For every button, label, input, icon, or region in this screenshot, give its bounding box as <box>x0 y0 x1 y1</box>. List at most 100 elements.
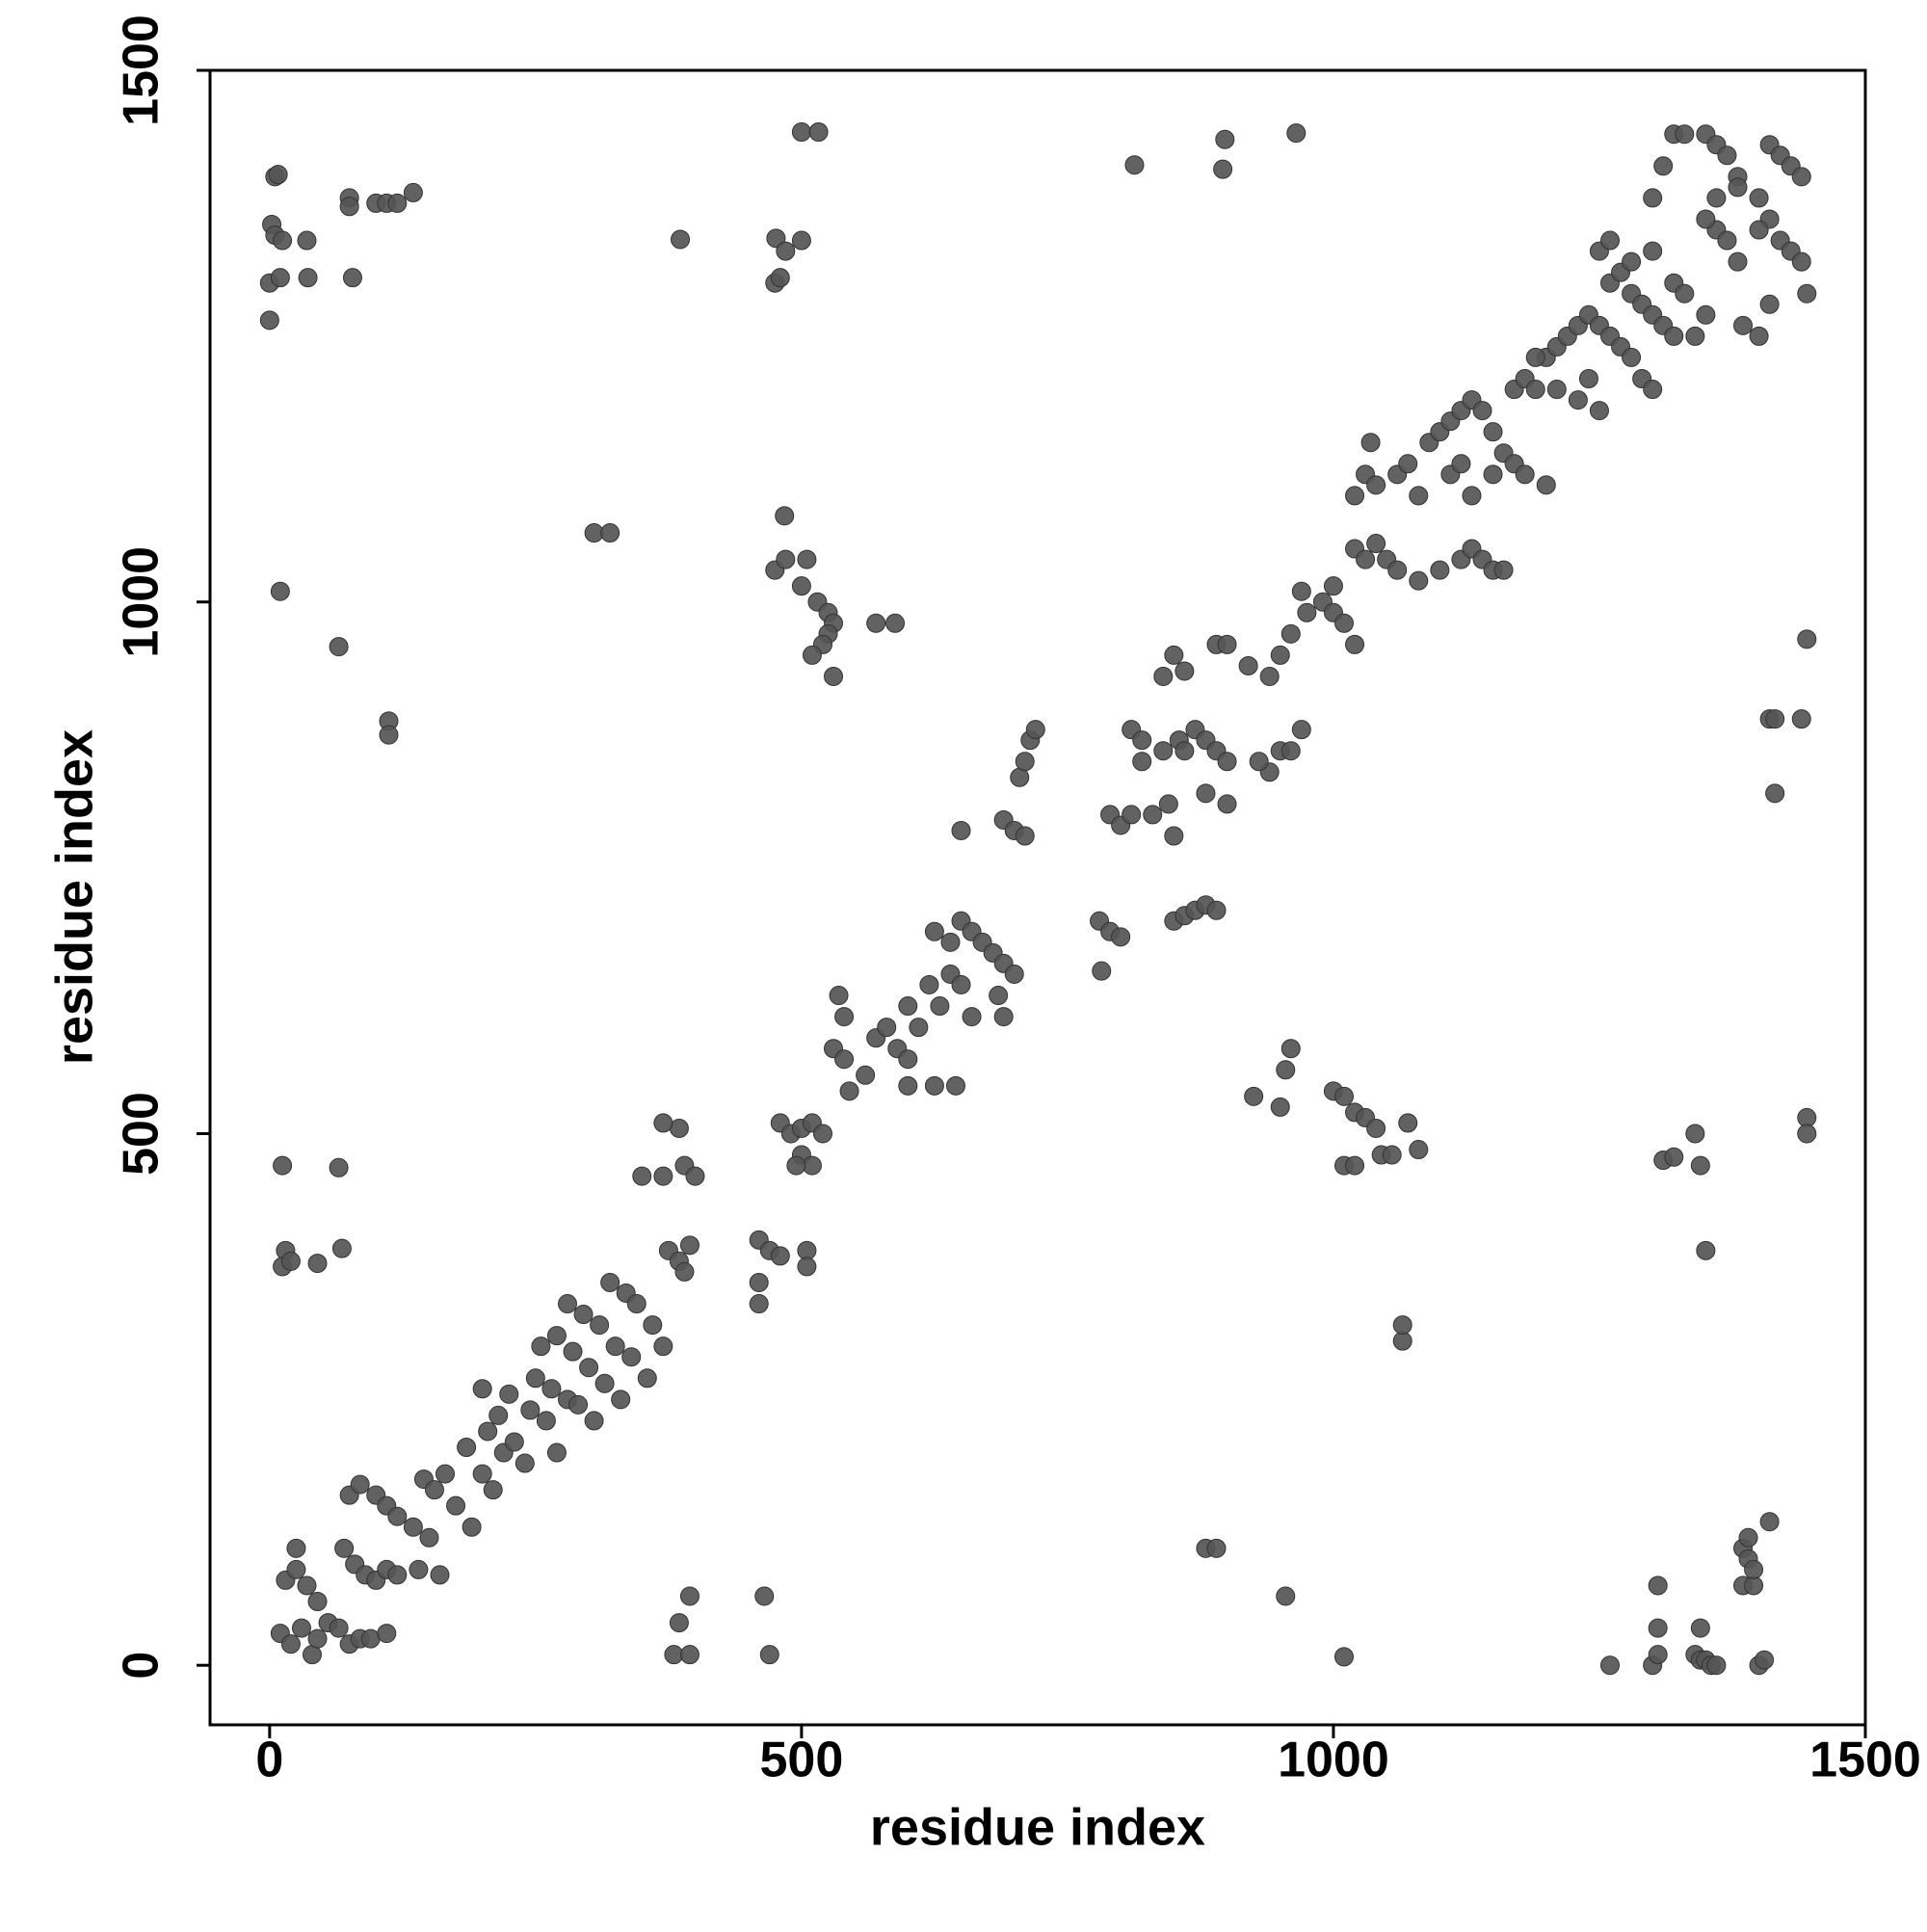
y-tick-label: 1000 <box>114 546 170 658</box>
point <box>605 1337 625 1357</box>
point <box>829 986 849 1006</box>
point <box>611 1389 631 1410</box>
plot-marks <box>259 122 1817 1676</box>
point <box>525 1368 545 1389</box>
point <box>1696 304 1716 325</box>
point <box>329 1618 349 1638</box>
point <box>1366 534 1386 554</box>
point <box>791 122 811 143</box>
point <box>1333 1647 1354 1667</box>
point <box>1111 927 1131 947</box>
point <box>1276 1060 1296 1080</box>
point <box>674 1261 695 1282</box>
point <box>1409 486 1429 506</box>
point <box>632 1166 652 1186</box>
point <box>1387 560 1408 580</box>
point <box>679 1235 700 1256</box>
point <box>1643 241 1663 261</box>
point <box>1664 326 1684 346</box>
point <box>653 1113 673 1133</box>
point <box>1270 1097 1290 1117</box>
point <box>770 268 790 288</box>
point <box>1276 1586 1296 1606</box>
point <box>504 1432 524 1452</box>
point <box>1217 634 1237 654</box>
point <box>499 1384 519 1404</box>
point <box>520 1400 541 1420</box>
point <box>342 268 362 288</box>
point <box>1451 454 1471 474</box>
point <box>1409 570 1429 591</box>
point <box>1717 146 1737 166</box>
point <box>898 1049 918 1070</box>
point <box>1206 1538 1227 1558</box>
point <box>1706 1655 1727 1676</box>
point <box>637 1368 657 1389</box>
point <box>679 1586 700 1606</box>
point <box>1733 315 1754 335</box>
point <box>1164 826 1184 846</box>
point <box>273 230 293 251</box>
point <box>1280 741 1301 761</box>
point <box>1196 783 1216 804</box>
point <box>1765 783 1785 804</box>
point <box>307 1591 328 1611</box>
point <box>1664 1147 1684 1167</box>
point <box>898 996 918 1017</box>
point <box>280 1251 301 1271</box>
point <box>1015 752 1035 772</box>
point <box>387 1565 408 1585</box>
point <box>297 230 317 251</box>
point <box>1291 581 1311 601</box>
point <box>1622 251 1642 272</box>
point <box>754 1586 775 1606</box>
point <box>1392 1315 1412 1336</box>
point <box>1333 613 1354 633</box>
point <box>579 1358 599 1378</box>
point <box>1755 1650 1775 1670</box>
point <box>1797 1124 1817 1144</box>
point <box>749 1272 769 1292</box>
point <box>1345 634 1365 654</box>
point <box>1132 730 1152 751</box>
point <box>1259 666 1280 686</box>
y-axis-title: residue index <box>45 729 103 1065</box>
point <box>1759 294 1780 314</box>
point <box>334 1538 355 1558</box>
point <box>653 1166 673 1186</box>
y-tick-label: 500 <box>114 1092 170 1176</box>
point <box>885 613 906 633</box>
point <box>802 645 822 665</box>
point <box>573 1305 594 1325</box>
point <box>1643 188 1663 208</box>
point <box>776 241 796 261</box>
point <box>488 1405 509 1425</box>
point <box>590 1315 610 1336</box>
point <box>557 1294 577 1314</box>
point <box>812 1124 832 1144</box>
point <box>268 165 288 185</box>
point <box>749 1294 769 1314</box>
point <box>1797 283 1817 304</box>
point <box>1158 794 1178 814</box>
point <box>791 576 811 596</box>
point <box>1483 422 1503 442</box>
point <box>1206 900 1227 920</box>
point <box>770 1246 790 1266</box>
point <box>270 581 290 601</box>
point <box>1791 251 1811 272</box>
point <box>786 1155 806 1176</box>
point <box>866 613 886 633</box>
point <box>1685 1124 1705 1144</box>
point <box>457 1437 477 1457</box>
point <box>1515 464 1535 485</box>
point <box>1690 1618 1710 1638</box>
point <box>546 1442 567 1463</box>
point <box>1643 380 1663 400</box>
point <box>1124 155 1145 175</box>
point <box>1217 752 1237 772</box>
point <box>1297 602 1317 622</box>
point <box>1675 283 1695 304</box>
